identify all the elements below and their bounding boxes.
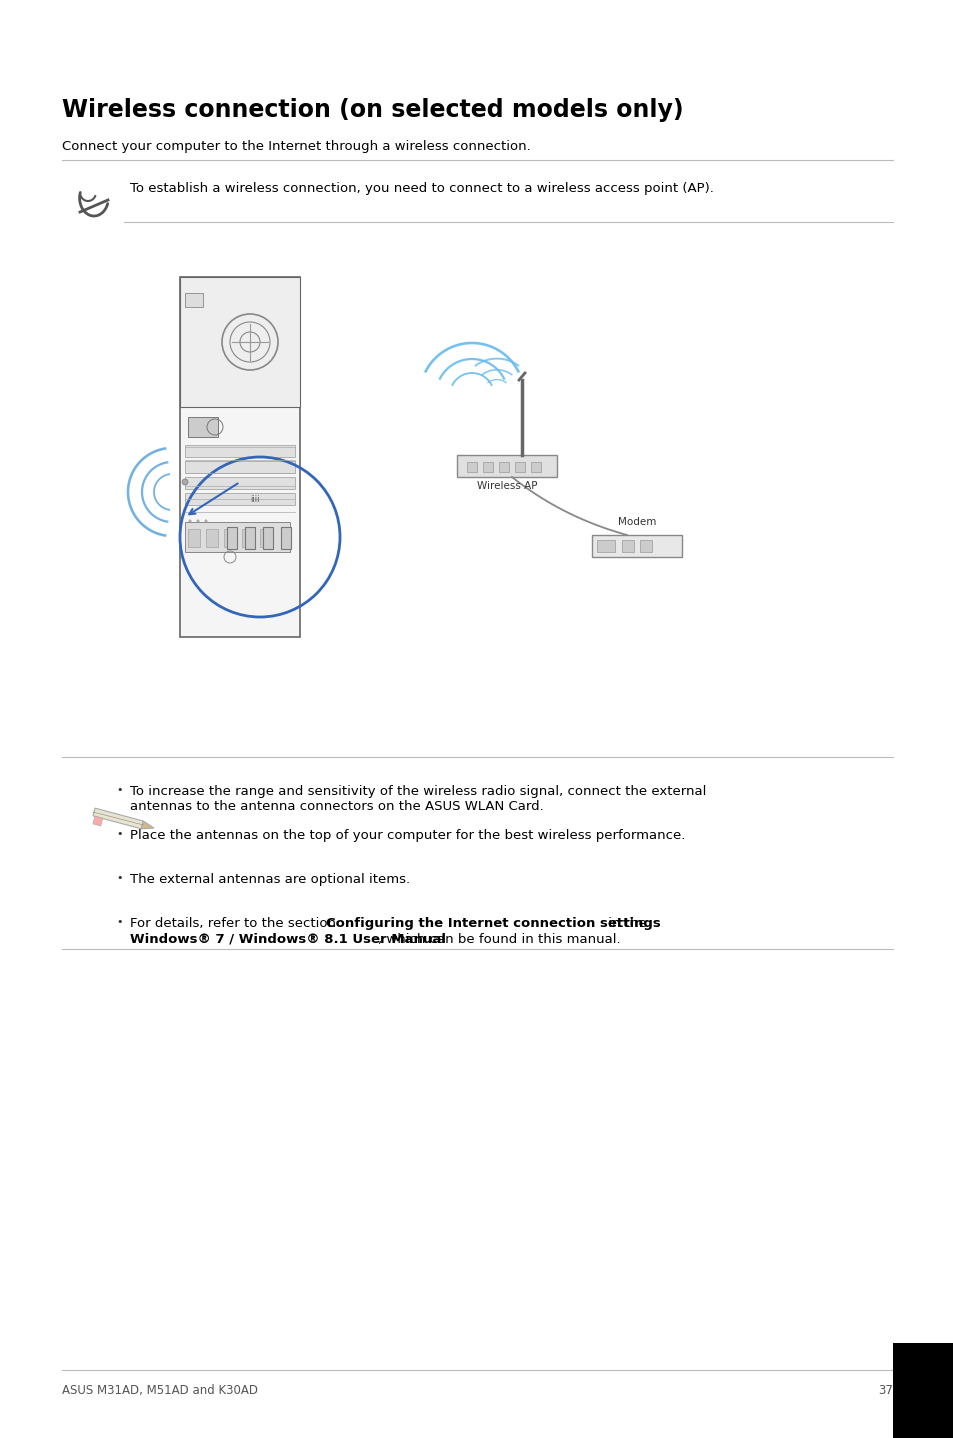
Text: Wireless AP: Wireless AP [476, 480, 537, 490]
Text: •: • [116, 785, 123, 795]
Text: To increase the range and sensitivity of the wireless radio signal, connect the : To increase the range and sensitivity of… [130, 785, 705, 798]
Bar [245, 526, 254, 549]
Circle shape [204, 519, 208, 522]
Text: For details, refer to the section: For details, refer to the section [130, 917, 340, 930]
Polygon shape [141, 821, 153, 828]
Bar [185, 293, 203, 306]
Text: •: • [116, 917, 123, 928]
Text: Place the antennas on the top of your computer for the best wireless performance: Place the antennas on the top of your co… [130, 828, 684, 843]
Circle shape [196, 528, 199, 531]
Text: •: • [116, 873, 123, 883]
Text: Connect your computer to the Internet through a wireless connection.: Connect your computer to the Internet th… [62, 139, 530, 152]
Bar [456, 454, 557, 477]
Bar [621, 541, 634, 552]
Bar [188, 417, 218, 437]
Bar [260, 529, 272, 546]
Bar [467, 462, 476, 472]
Text: antennas to the antenna connectors on the ASUS WLAN Card.: antennas to the antenna connectors on th… [130, 800, 543, 812]
Text: Modem: Modem [618, 518, 656, 526]
Bar [206, 529, 218, 546]
Bar [263, 526, 273, 549]
Bar [180, 278, 299, 407]
Bar [185, 493, 294, 505]
Text: Configuring the Internet connection settings: Configuring the Internet connection sett… [326, 917, 660, 930]
Bar [180, 278, 299, 637]
Circle shape [196, 519, 199, 522]
Bar [185, 477, 294, 489]
Bar [592, 535, 681, 557]
Circle shape [189, 528, 192, 531]
Bar [531, 462, 540, 472]
Text: To establish a wireless connection, you need to connect to a wireless access poi: To establish a wireless connection, you … [130, 183, 713, 196]
Circle shape [189, 535, 192, 538]
Text: Wireless connection (on selected models only): Wireless connection (on selected models … [62, 98, 683, 122]
Bar [185, 462, 294, 473]
Text: •: • [116, 828, 123, 838]
Circle shape [204, 528, 208, 531]
Text: 37: 37 [877, 1383, 892, 1396]
Text: in the: in the [603, 917, 646, 930]
Bar [482, 462, 493, 472]
Text: ASUS M31AD, M51AD and K30AD: ASUS M31AD, M51AD and K30AD [62, 1383, 257, 1396]
Bar [892, 1343, 953, 1438]
Circle shape [182, 479, 188, 485]
Bar [188, 529, 200, 546]
Bar [227, 526, 236, 549]
Text: iiii: iiii [250, 495, 259, 503]
Bar [498, 462, 509, 472]
Text: , which can be found in this manual.: , which can be found in this manual. [377, 933, 620, 946]
Bar [515, 462, 524, 472]
Bar [639, 541, 651, 552]
Bar [185, 522, 290, 552]
Polygon shape [92, 808, 143, 828]
Circle shape [204, 535, 208, 538]
Bar [224, 529, 235, 546]
Circle shape [196, 535, 199, 538]
Bar [242, 529, 253, 546]
Bar [281, 526, 291, 549]
Circle shape [189, 519, 192, 522]
Bar [92, 817, 103, 825]
Text: Windows® 7 / Windows® 8.1 User Manual: Windows® 7 / Windows® 8.1 User Manual [130, 933, 446, 946]
Bar [597, 541, 615, 552]
Bar [185, 444, 294, 457]
Text: The external antennas are optional items.: The external antennas are optional items… [130, 873, 410, 886]
